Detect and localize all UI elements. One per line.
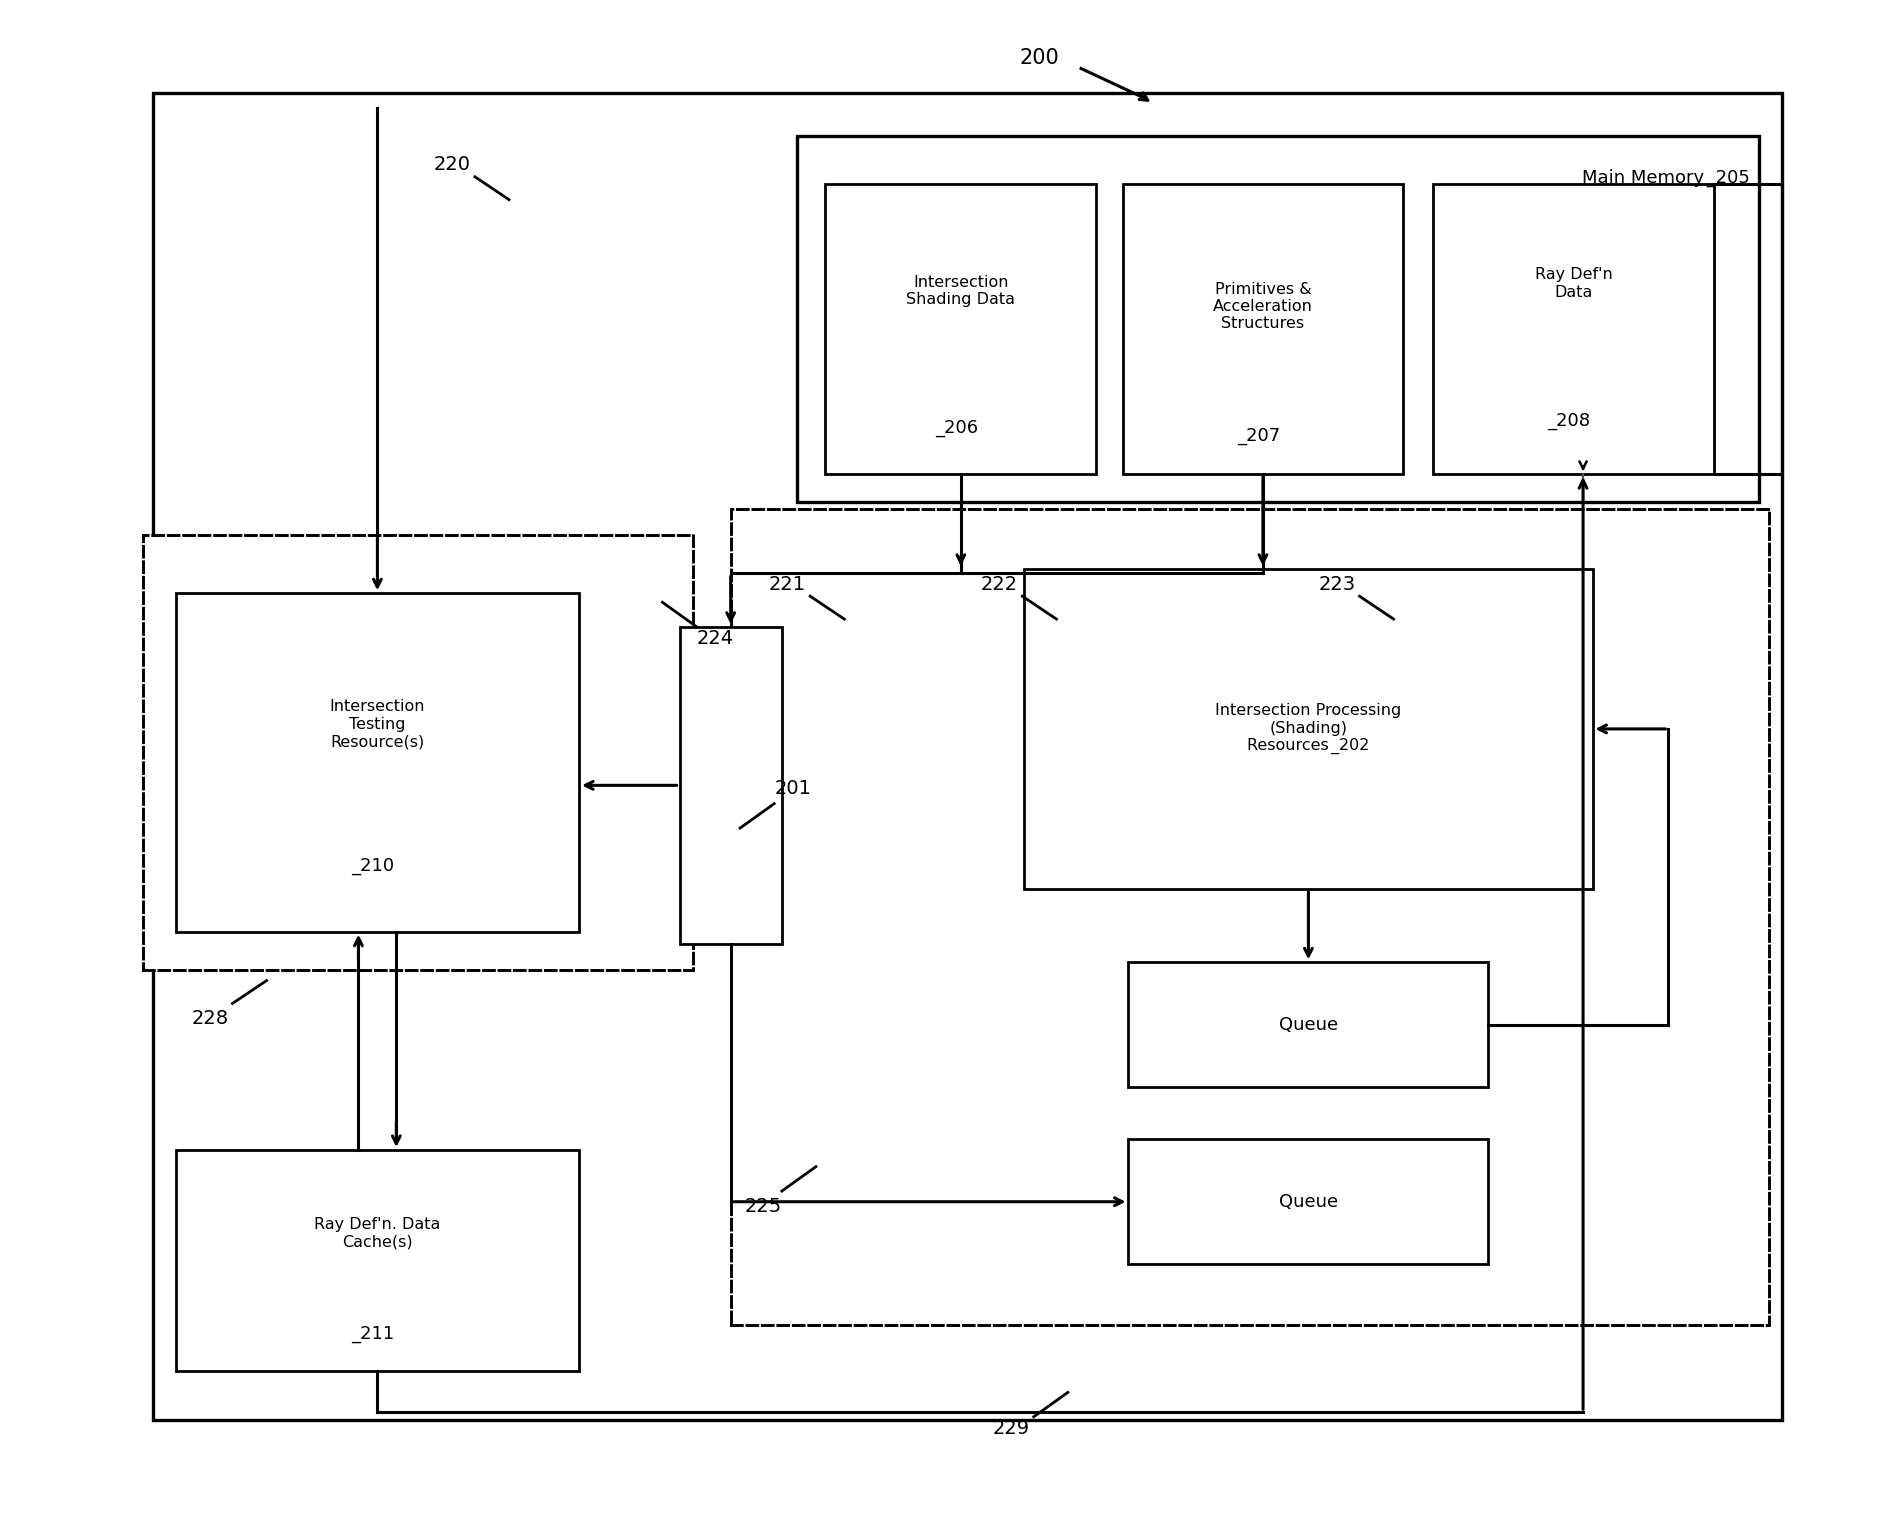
Bar — [1123, 185, 1404, 474]
Text: 228: 228 — [192, 1008, 228, 1028]
Text: ̲208: ̲208 — [1557, 413, 1592, 429]
Text: ̲210: ̲210 — [360, 857, 395, 876]
Text: ̲206: ̲206 — [943, 420, 977, 437]
Text: 200: 200 — [1019, 47, 1059, 67]
Bar — [1129, 963, 1489, 1088]
Text: 225: 225 — [744, 1196, 782, 1216]
Text: 201: 201 — [774, 779, 812, 798]
Text: 222: 222 — [981, 575, 1019, 593]
Bar — [144, 535, 692, 970]
Text: 229: 229 — [992, 1420, 1030, 1438]
Bar — [1434, 185, 1713, 474]
Bar — [679, 626, 782, 944]
Text: Main Memory  ̲205: Main Memory ̲205 — [1582, 170, 1749, 188]
Text: Queue: Queue — [1279, 1193, 1337, 1210]
Text: Ray Def'n
Data: Ray Def'n Data — [1535, 267, 1612, 299]
Text: Intersection Processing
(Shading)
Resources  ̲202: Intersection Processing (Shading) Resour… — [1216, 703, 1402, 755]
Bar — [176, 593, 579, 932]
Bar — [1024, 568, 1593, 889]
Bar — [176, 1151, 579, 1371]
Text: ̲211: ̲211 — [360, 1325, 395, 1343]
Text: Intersection
Shading Data: Intersection Shading Data — [907, 275, 1015, 307]
Text: 220: 220 — [434, 154, 470, 174]
Bar — [730, 509, 1768, 1325]
Text: Queue: Queue — [1279, 1016, 1337, 1034]
Text: 224: 224 — [696, 630, 734, 648]
Text: ̲207: ̲207 — [1246, 428, 1280, 445]
Bar — [797, 136, 1759, 501]
Text: Primitives &
Acceleration
Structures: Primitives & Acceleration Structures — [1212, 281, 1313, 332]
Text: Ray Def'n. Data
Cache(s): Ray Def'n. Data Cache(s) — [315, 1216, 440, 1250]
Bar — [825, 185, 1096, 474]
Text: 221: 221 — [768, 575, 806, 593]
Text: Intersection
Testing
Resource(s): Intersection Testing Resource(s) — [330, 700, 425, 749]
Bar — [154, 93, 1781, 1420]
Bar — [1129, 1140, 1489, 1264]
Text: 223: 223 — [1318, 575, 1354, 593]
